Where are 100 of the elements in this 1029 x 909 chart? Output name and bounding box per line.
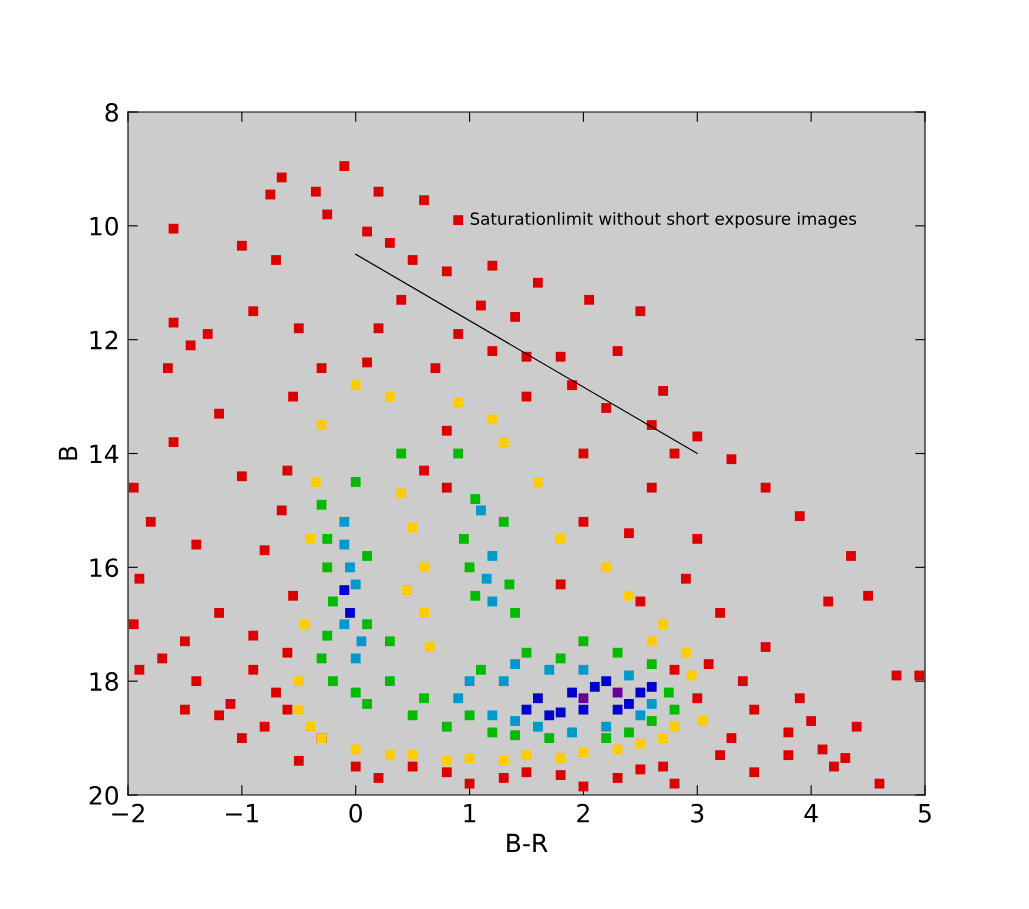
point (214, 408, 224, 419)
point (328, 596, 338, 607)
point (441, 425, 452, 436)
point (470, 590, 481, 601)
point (464, 753, 475, 763)
point (521, 750, 532, 761)
point (823, 596, 834, 607)
x-tick-label: 0 (349, 803, 363, 823)
point (624, 727, 634, 738)
point (441, 767, 452, 778)
point (441, 755, 452, 766)
point (737, 676, 748, 687)
point (692, 533, 703, 544)
point (441, 721, 452, 732)
point (293, 676, 304, 687)
point (419, 607, 429, 618)
point (726, 733, 737, 743)
point (464, 562, 475, 573)
point (453, 448, 464, 459)
point (624, 699, 634, 709)
point (646, 681, 657, 692)
point (128, 619, 139, 630)
point (532, 277, 543, 288)
x-axis-title: B-R (507, 833, 548, 853)
y-tick-label: 18 (90, 672, 118, 692)
point (840, 753, 851, 763)
point (168, 437, 179, 448)
point (384, 391, 395, 402)
y-axis-title: B (58, 446, 78, 460)
point (635, 764, 646, 775)
point (749, 704, 760, 715)
point (567, 727, 577, 738)
y-tick-label: 16 (90, 558, 119, 578)
point (322, 533, 333, 544)
point (914, 670, 925, 681)
point (658, 619, 669, 630)
point (624, 590, 634, 601)
point (589, 681, 600, 692)
point (658, 385, 669, 396)
point (236, 733, 247, 743)
point (612, 704, 623, 715)
point (310, 477, 321, 487)
point (487, 596, 498, 607)
point (407, 710, 418, 721)
point (162, 363, 173, 374)
point (396, 448, 407, 459)
point (715, 750, 725, 761)
point (265, 189, 276, 200)
point (322, 209, 333, 220)
point (669, 664, 680, 675)
point (601, 403, 612, 413)
point (464, 676, 475, 687)
point (316, 420, 327, 430)
point (373, 773, 384, 783)
point (669, 704, 680, 715)
point (362, 226, 373, 237)
point (282, 647, 293, 658)
point (339, 516, 350, 527)
point (441, 266, 452, 277)
y-tick-label: 20 (89, 785, 119, 805)
point (316, 653, 327, 664)
point (396, 294, 407, 305)
point (322, 562, 333, 573)
point (384, 636, 395, 647)
point (794, 693, 805, 704)
point (328, 676, 338, 687)
point (487, 414, 498, 425)
point (749, 767, 760, 778)
point (339, 539, 350, 550)
point (259, 721, 270, 732)
y-tick-label: 8 (105, 102, 118, 122)
point (384, 676, 395, 687)
point (134, 664, 145, 675)
point (669, 778, 680, 789)
point (601, 562, 612, 573)
point (384, 238, 395, 248)
point (248, 664, 259, 675)
point (498, 437, 509, 448)
point (299, 619, 310, 630)
point (555, 579, 566, 590)
point (624, 528, 634, 539)
point (703, 659, 714, 669)
point (316, 499, 327, 510)
x-tick-label: 5 (918, 804, 931, 823)
y-tick-label: 14 (90, 444, 119, 463)
point (498, 516, 509, 527)
point (396, 488, 407, 499)
point (510, 607, 521, 618)
point (356, 636, 367, 647)
point (134, 573, 145, 584)
x-tick-label: −2 (112, 803, 144, 823)
point (339, 585, 350, 596)
point (350, 477, 361, 487)
point (293, 323, 304, 334)
point (362, 357, 373, 368)
point (635, 710, 646, 721)
point (578, 636, 589, 647)
point (305, 721, 316, 732)
point (350, 579, 361, 590)
point (521, 704, 532, 715)
